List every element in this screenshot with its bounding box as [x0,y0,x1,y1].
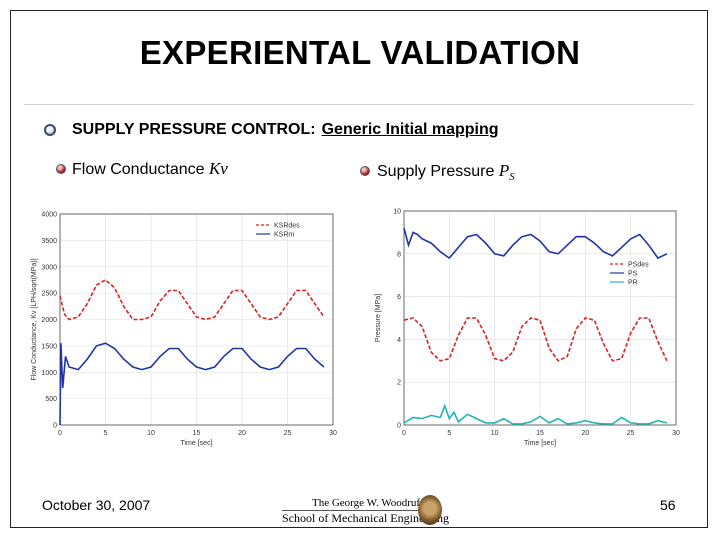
x-tick-label: 0 [58,430,62,437]
bullet1-label: SUPPLY PRESSURE CONTROL: [72,121,316,138]
x-tick-label: 10 [147,430,155,437]
x-tick-label: 30 [672,430,680,437]
x-tick-label: 30 [329,430,337,437]
legend-label: PS [628,271,638,278]
series-line-ksrdes [59,278,325,321]
x-tick-label: 5 [447,430,451,437]
x-tick-label: 20 [238,430,246,437]
x-axis-label: Time [sec] [180,440,212,447]
series-line-psdes [403,317,668,362]
legend-label: PR [628,280,638,287]
x-tick-label: 25 [627,430,635,437]
flow-conductance-chart: 0 500 1000 1500 2000 2500 3000 3500 4000 0 5 10 15 20… [31,212,337,448]
bullet-dot-icon [56,164,66,174]
series-line-pr [403,403,668,425]
legend-label: PSdes [628,262,649,269]
y-tick-label: 4000 [41,212,57,219]
slide-frame [10,10,708,528]
bullet-ring-icon [44,124,56,136]
bullet-flow-conductance: Flow Conductance Kv [72,159,228,179]
series-line-ps [403,227,668,260]
bullet2-label: Flow Conductance [72,161,205,178]
supply-pressure-chart: 0 2 4 6 8 10 0 5 10 15 20 25 30 Time [sec] Pressure [M… [375,209,680,448]
bullet3-subscript: S [509,171,515,184]
bullet1-sub: Generic Initial mapping [321,121,499,138]
bullet-supply-pressure-control: SUPPLY PRESSURE CONTROL: Generic Initial … [72,121,499,139]
legend-label: KSRm [274,232,294,239]
bullet3-label: Supply Pressure [377,163,495,180]
y-tick-label: 2 [397,380,401,387]
x-tick-label: 15 [536,430,544,437]
page-number: 56 [660,497,676,513]
y-tick-label: 10 [393,209,401,216]
x-tick-label: 10 [491,430,499,437]
seal-icon [418,495,442,525]
y-tick-label: 2000 [41,317,57,324]
bullet3-symbol: P [498,161,510,180]
x-tick-label: 15 [193,430,201,437]
y-axis-label: Flow Conductance, Kv [LPH/sqrt(MPa)] [31,258,38,380]
plot-area [403,210,677,426]
legend-label: KSRdes [274,223,300,230]
y-tick-label: 0 [397,423,401,430]
y-tick-label: 4 [397,337,401,344]
logo-line2: School of Mechanical Engineering [282,511,449,525]
x-tick-label: 0 [402,430,406,437]
y-tick-label: 6 [397,294,401,301]
y-axis-label: Pressure [MPa] [375,294,382,342]
x-tick-label: 20 [581,430,589,437]
bullet2-symbol: Kv [208,159,228,178]
y-tick-label: 3000 [41,264,57,271]
bullet-dot-icon [360,166,370,176]
y-tick-label: 1000 [41,370,57,377]
y-tick-label: 3500 [41,238,57,245]
title-divider [24,104,694,105]
logo-line1: The George W. Woodruff [312,497,424,509]
bullet-supply-pressure: Supply Pressure PS [377,161,515,183]
y-tick-label: 8 [397,251,401,258]
plot-area [59,213,334,426]
footer-date: October 30, 2007 [42,497,151,513]
x-tick-label: 5 [104,430,108,437]
slide-title: EXPERIENTAL VALIDATION [139,34,581,71]
series-line-ksrm [59,342,325,426]
x-axis-label: Time [sec] [524,440,556,447]
y-tick-label: 500 [45,396,57,403]
x-tick-label: 25 [284,430,292,437]
y-tick-label: 1500 [41,343,57,350]
y-tick-label: 0 [53,423,57,430]
school-logo: The George W. Woodruff School of Mechani… [282,495,449,529]
y-tick-label: 2500 [41,291,57,298]
